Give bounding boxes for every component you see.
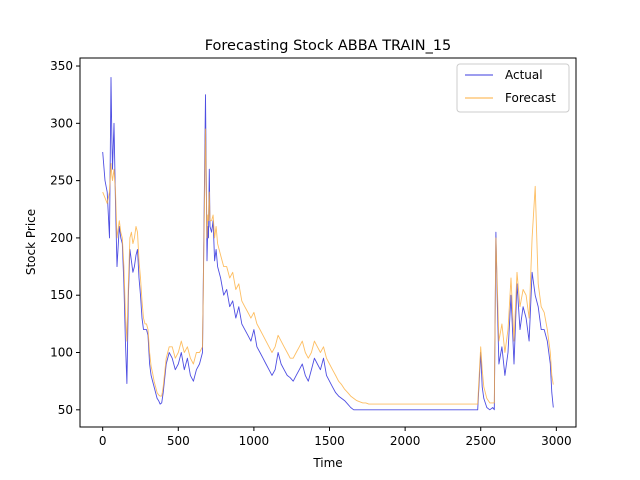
- x-tick-label-1500: 1500: [314, 434, 345, 448]
- legend-box: [456, 63, 570, 113]
- x-axis-label: Time: [312, 456, 342, 470]
- y-axis: 50 100 150 200 250 300 350: [50, 59, 80, 417]
- y-tick-label-200: 200: [50, 231, 73, 245]
- x-tick-label-2000: 2000: [390, 434, 421, 448]
- legend: Actual Forecast: [456, 63, 570, 113]
- series-line-forecast: [102, 128, 554, 405]
- x-tick-label-3000: 3000: [541, 434, 572, 448]
- legend-label-actual: Actual: [505, 68, 543, 82]
- y-tick-label-350: 350: [50, 59, 73, 73]
- plot-frame: [79, 57, 577, 428]
- x-tick-label-1000: 1000: [239, 434, 270, 448]
- series-layer: [102, 77, 554, 411]
- series-line-actual: [102, 77, 554, 411]
- x-tick-label-500: 500: [167, 434, 190, 448]
- y-tick-label-50: 50: [58, 403, 73, 417]
- y-tick-label-100: 100: [50, 346, 73, 360]
- y-tick-label-250: 250: [50, 174, 73, 188]
- chart-title: Forecasting Stock ABBA TRAIN_15: [205, 38, 452, 54]
- y-axis-label: Stock Price: [24, 209, 38, 275]
- x-tick-label-2500: 2500: [465, 434, 496, 448]
- y-tick-label-150: 150: [50, 288, 73, 302]
- x-tick-label-0: 0: [99, 434, 107, 448]
- y-tick-label-300: 300: [50, 116, 73, 130]
- legend-label-forecast: Forecast: [505, 91, 556, 105]
- x-axis: 0 500 1000 1500 2000 2500 3000: [99, 427, 572, 448]
